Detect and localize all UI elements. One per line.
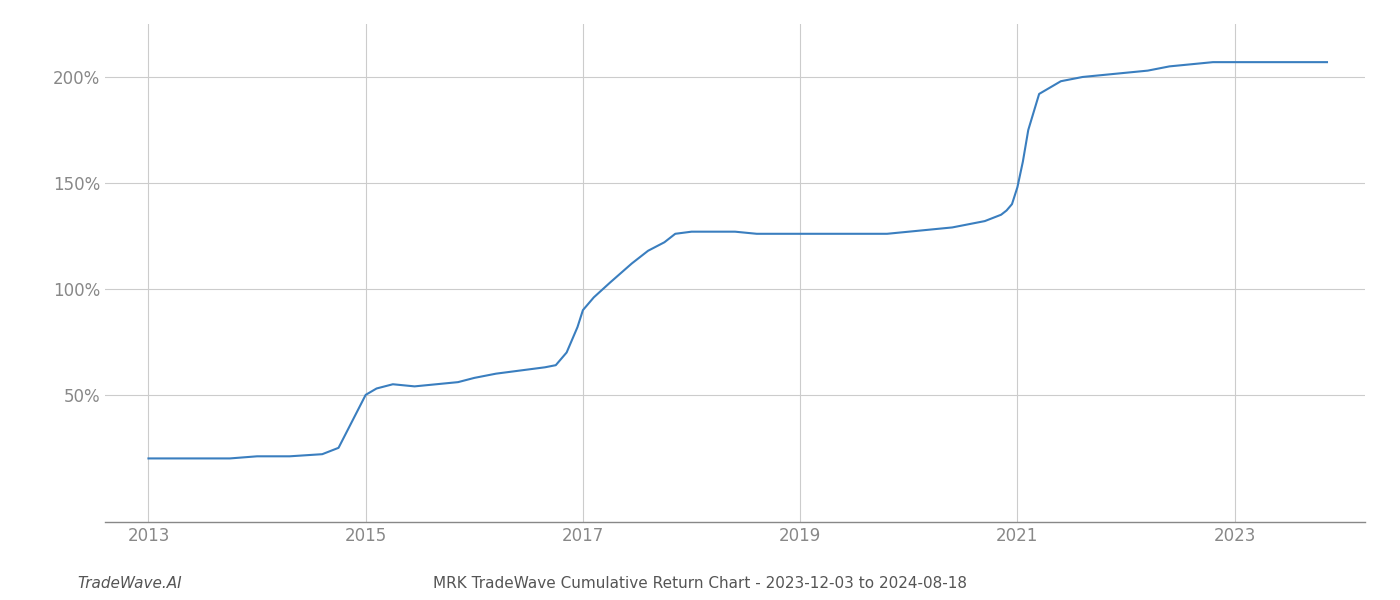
Text: TradeWave.AI: TradeWave.AI [77, 576, 182, 591]
Text: MRK TradeWave Cumulative Return Chart - 2023-12-03 to 2024-08-18: MRK TradeWave Cumulative Return Chart - … [433, 576, 967, 591]
